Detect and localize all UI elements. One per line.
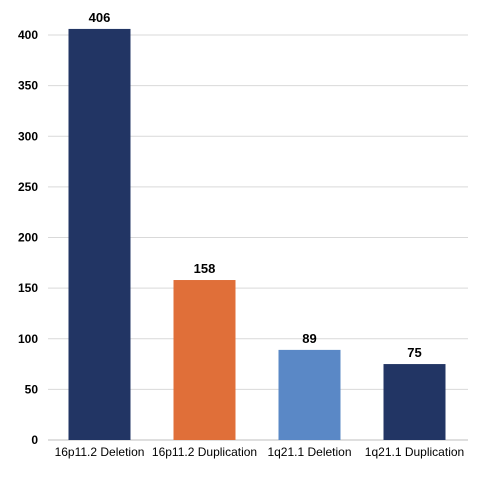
y-tick-label: 400 bbox=[18, 28, 38, 42]
y-tick-label: 300 bbox=[18, 129, 38, 143]
category-label: 1q21.1 Deletion bbox=[267, 445, 351, 459]
bar bbox=[173, 280, 236, 440]
y-tick-label: 100 bbox=[18, 332, 38, 346]
category-labels: 16p11.2 Deletion 16p11.2 Duplication 1q21.… bbox=[55, 445, 465, 459]
category-label: 16p11.2 Deletion bbox=[55, 445, 145, 459]
y-tick-label: 150 bbox=[18, 281, 38, 295]
data-label: 158 bbox=[194, 261, 216, 276]
bar bbox=[278, 349, 341, 440]
y-tick-label: 200 bbox=[18, 231, 38, 245]
data-label: 75 bbox=[407, 345, 421, 360]
bars bbox=[68, 28, 446, 441]
y-tick-label: 250 bbox=[18, 180, 38, 194]
category-label: 16p11.2 Duplication bbox=[152, 445, 257, 459]
y-tick-label: 350 bbox=[18, 79, 38, 93]
data-label: 89 bbox=[302, 331, 316, 346]
category-label: 1q21.1 Duplication bbox=[365, 445, 464, 459]
y-tick-label: 50 bbox=[25, 382, 39, 396]
bar bbox=[383, 364, 446, 440]
data-labels: 406 158 89 75 bbox=[89, 10, 422, 360]
bar bbox=[68, 28, 131, 441]
y-tick-label: 0 bbox=[31, 433, 38, 447]
data-label: 406 bbox=[89, 10, 111, 25]
y-axis-tick-labels: 0 50 100 150 200 250 300 350 400 bbox=[18, 28, 38, 447]
